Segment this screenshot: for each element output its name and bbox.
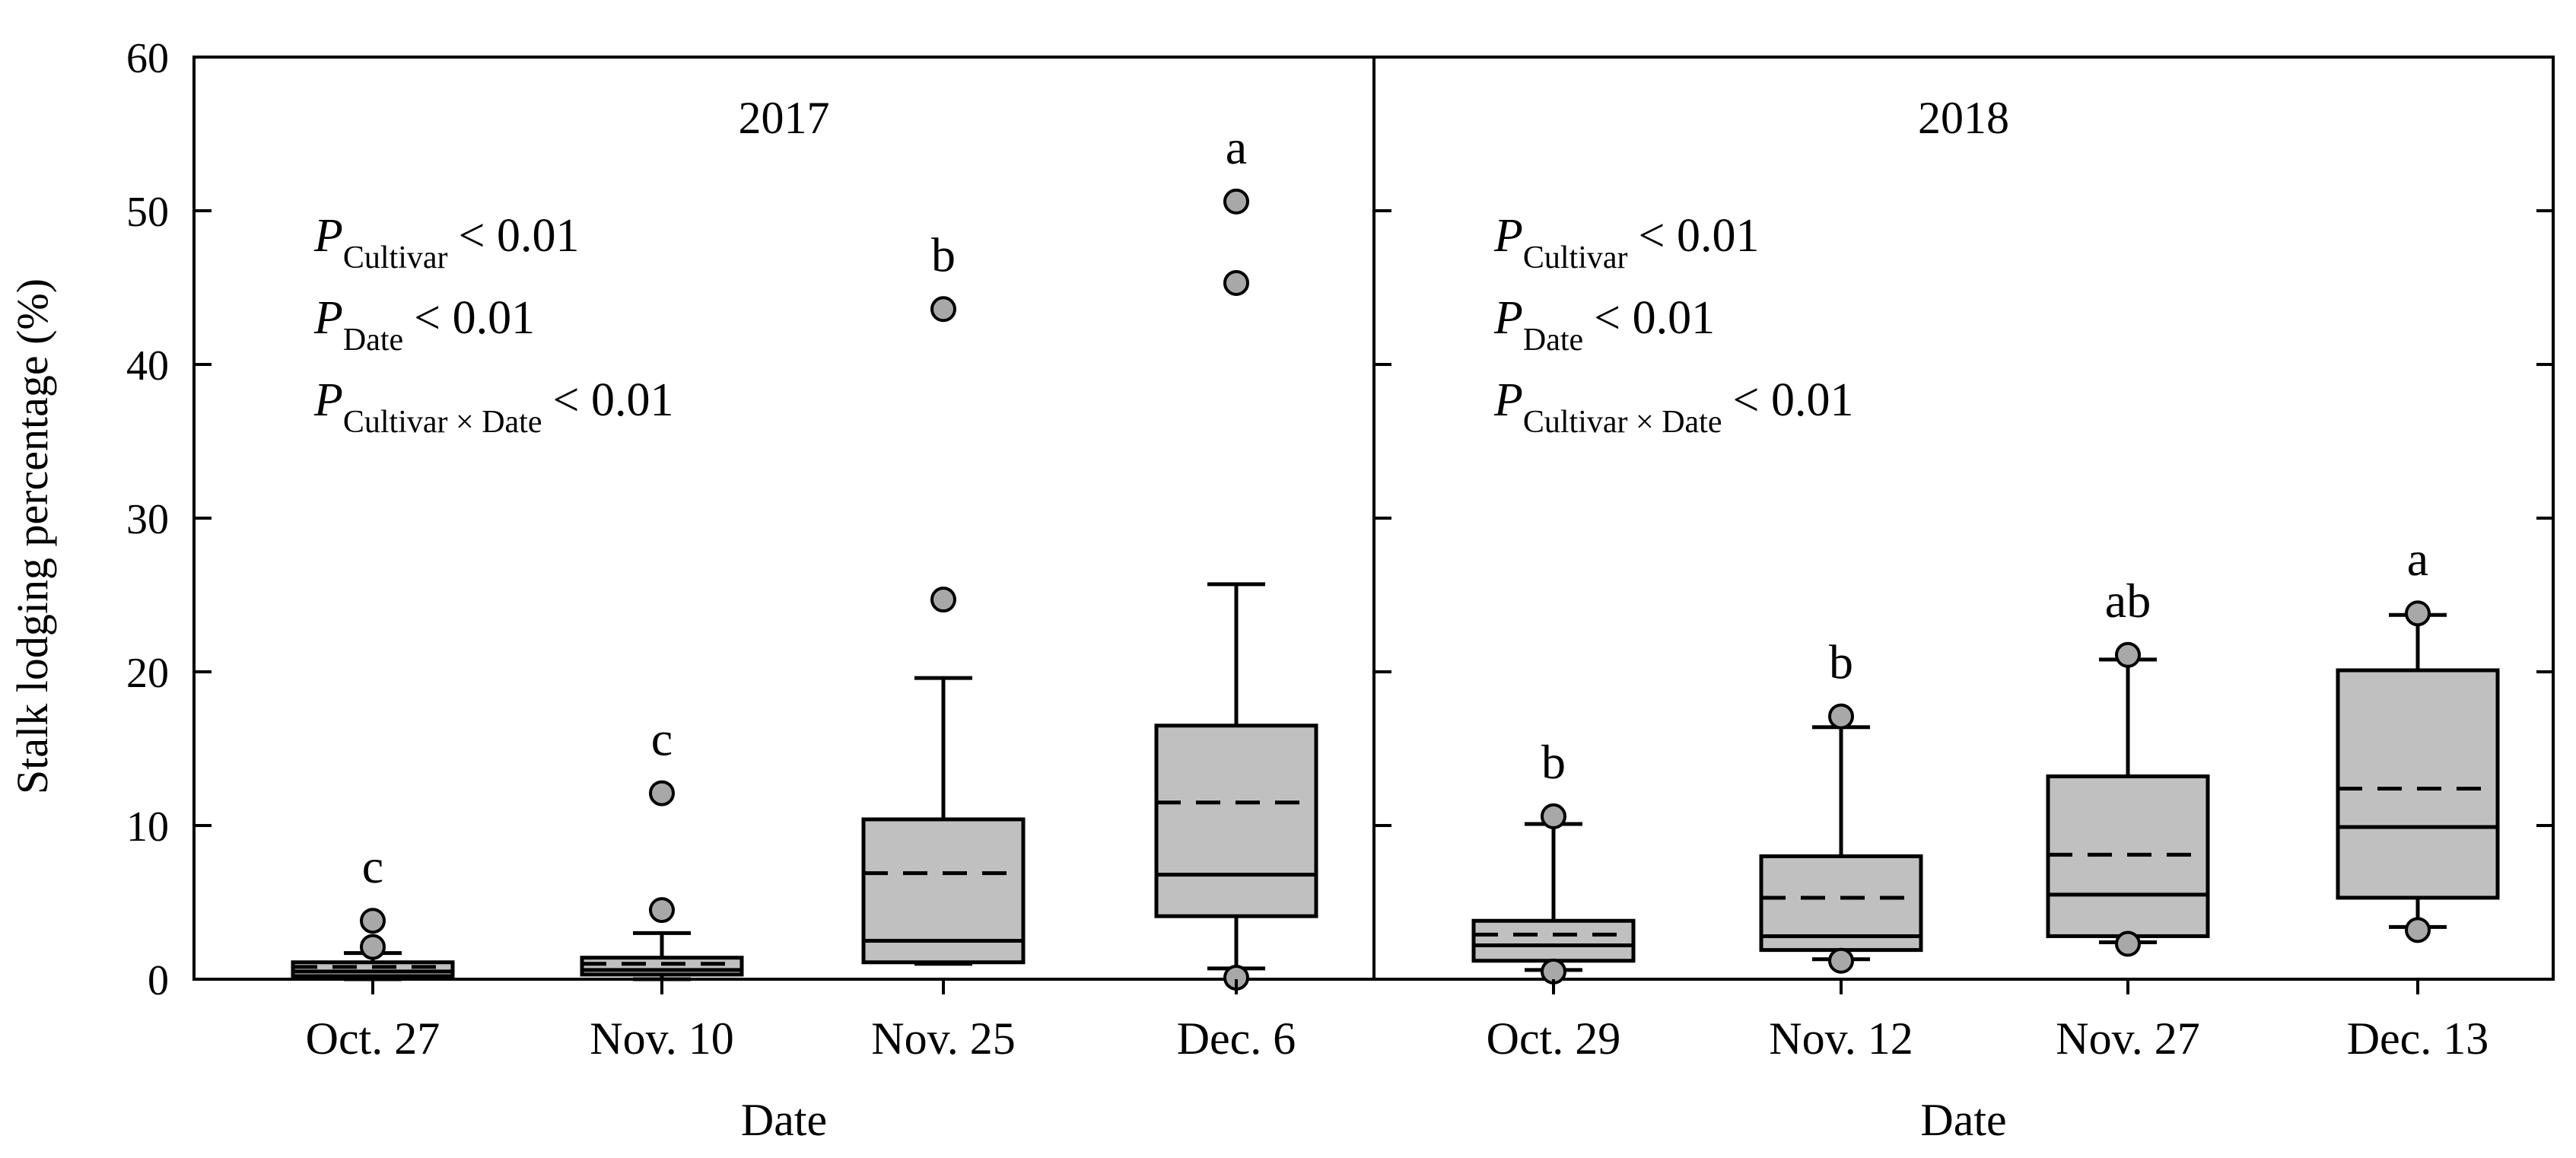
significance-letter: b [1541, 735, 1566, 789]
y-axis-label: Stalk lodging percentage (%) [8, 278, 57, 794]
panel-title: 2018 [1918, 93, 2009, 143]
box-Nov. 25: b Nov. 25 [861, 227, 1026, 1064]
stats-line: PCultivar × Date < 0.01 [313, 374, 673, 440]
stats-line: PCultivar < 0.01 [1493, 210, 1760, 275]
x-tick-label: Nov. 27 [2056, 1013, 2199, 1064]
box-Nov. 10: c Nov. 10 [580, 712, 744, 1064]
x-tick-label: Oct. 29 [1487, 1013, 1621, 1064]
x-tick-label: Dec. 13 [2347, 1013, 2489, 1064]
stats-line: PCultivar × Date < 0.01 [1493, 374, 1853, 440]
stats-value: < 0.01 [1594, 292, 1715, 344]
x-tick-label: Nov. 25 [871, 1013, 1015, 1064]
stats-value: < 0.01 [553, 374, 674, 426]
outlier-point [1223, 188, 1249, 215]
stats-p: P [313, 374, 343, 426]
stats-sub: Date [1523, 323, 1583, 358]
significance-letter: c [362, 839, 383, 893]
stats-value: < 0.01 [1733, 374, 1854, 426]
outlier-point [360, 908, 386, 934]
significance-letter: ab [2105, 574, 2151, 628]
stats-p: P [1493, 292, 1523, 344]
stats-line: PCultivar < 0.01 [313, 210, 580, 275]
stats-p: P [313, 292, 343, 344]
box-iqr [580, 956, 744, 977]
stats-sub: Cultivar [343, 240, 448, 275]
stats-line: PDate < 0.01 [1493, 292, 1715, 358]
box-Oct. 27: c Oct. 27 [291, 839, 455, 1064]
outlier-point [649, 780, 675, 806]
box-Nov. 12: b Nov. 12 [1759, 635, 1923, 1064]
stats-value: < 0.01 [414, 292, 535, 344]
y-tick-label: 30 [126, 496, 169, 543]
significance-letter: c [651, 712, 673, 766]
box-iqr [1154, 724, 1318, 918]
outlier-point [930, 587, 956, 613]
x-tick-label: Nov. 10 [590, 1013, 733, 1064]
stats-sub: Cultivar × Date [1523, 405, 1722, 440]
outlier-point [930, 296, 956, 323]
box-iqr [861, 817, 1026, 965]
stats-p: P [1493, 210, 1523, 262]
outlier-point [1828, 703, 1854, 730]
stats-p: P [313, 210, 343, 262]
outlier-point [1223, 269, 1249, 296]
y-tick-label: 60 [126, 35, 169, 82]
stats-sub: Cultivar × Date [343, 405, 542, 440]
y-tick-label: 10 [126, 803, 169, 851]
outlier-point [2405, 600, 2431, 627]
outlier-point [360, 934, 386, 960]
box-iqr [291, 960, 455, 978]
box-Dec. 6: a Dec. 6 [1154, 120, 1318, 1064]
significance-letter: b [931, 227, 956, 282]
box-iqr [2336, 668, 2500, 900]
outlier-point [649, 897, 675, 924]
box-Oct. 29: b Oct. 29 [1471, 735, 1636, 1064]
y-axis: 0 10 20 30 40 50 60 [126, 35, 2553, 1004]
x-axis-label: Date [741, 1095, 827, 1145]
box-Dec. 13: a Dec. 13 [2336, 532, 2500, 1064]
significance-letter: a [1226, 120, 1247, 174]
box-Nov. 27: ab Nov. 27 [2046, 574, 2210, 1064]
panel-title: 2017 [739, 93, 830, 143]
x-axis-label: Date [1920, 1095, 2006, 1145]
outlier-point [1541, 803, 1566, 829]
x-tick-label: Oct. 27 [306, 1013, 440, 1064]
stats-p: P [1493, 374, 1523, 426]
outlier-point [2405, 917, 2431, 943]
y-tick-label: 50 [126, 189, 169, 236]
stats-sub: Date [343, 323, 403, 358]
stats-value: < 0.01 [459, 210, 580, 262]
outlier-point [1828, 947, 1854, 974]
stats-sub: Cultivar [1523, 240, 1628, 275]
box-iqr [1471, 918, 1636, 963]
x-tick-label: Dec. 6 [1177, 1013, 1296, 1064]
y-tick-label: 20 [126, 650, 169, 697]
outlier-point [2115, 641, 2141, 668]
significance-letter: a [2407, 532, 2428, 586]
stats-line: PDate < 0.01 [313, 292, 535, 358]
significance-letter: b [1829, 635, 1853, 689]
y-tick-label: 40 [126, 342, 169, 390]
x-tick-label: Nov. 12 [1769, 1013, 1913, 1064]
stats-value: < 0.01 [1639, 210, 1760, 262]
y-tick-label: 0 [148, 957, 169, 1004]
outlier-point [2115, 931, 2141, 957]
